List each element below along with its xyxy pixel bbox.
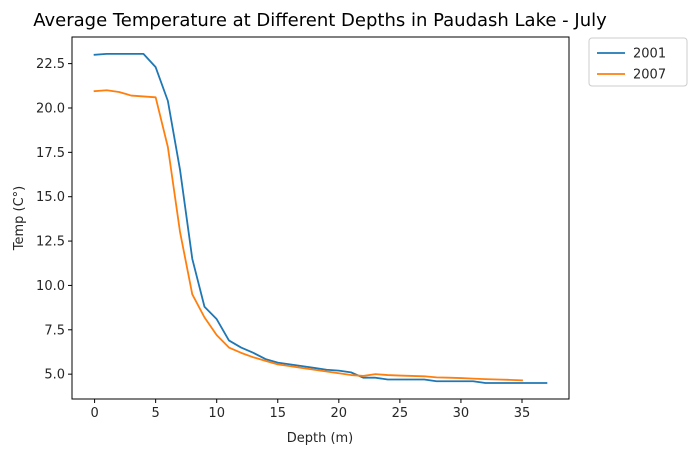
x-tick-label: 10: [208, 406, 225, 421]
x-tick-label: 30: [453, 406, 470, 421]
y-tick-label: 5.0: [44, 368, 65, 383]
x-axis-label: Depth (m): [287, 431, 354, 446]
legend: 2001 2007: [588, 37, 688, 87]
x-tick-label: 0: [90, 406, 98, 421]
plot-area: [71, 36, 570, 400]
x-tick-label: 25: [392, 406, 409, 421]
legend-label: 2001: [633, 47, 666, 62]
x-tick-label: 20: [331, 406, 348, 421]
y-tick-label: 22.5: [36, 57, 65, 72]
y-axis: 5.0 7.5 10.0 12.5 15.0 17.5 20.0 22.5: [36, 57, 72, 383]
x-tick-label: 5: [152, 406, 160, 421]
series-lines: [93, 52, 548, 384]
series-line-2001: [93, 52, 548, 384]
chart-title: Average Temperature at Different Depths …: [33, 10, 607, 31]
y-tick-label: 12.5: [36, 235, 65, 250]
y-tick-label: 20.0: [36, 101, 65, 116]
x-tick-label: 15: [269, 406, 286, 421]
y-tick-label: 7.5: [44, 323, 65, 338]
x-axis: 0 5 10 15 20 25 30 35: [90, 399, 530, 421]
x-tick-label: 35: [514, 406, 531, 421]
y-tick-label: 15.0: [36, 190, 65, 205]
y-axis-label: Temp (C°): [12, 186, 27, 252]
plot-frame: [71, 36, 570, 400]
y-tick-label: 10.0: [36, 279, 65, 294]
legend-label: 2007: [633, 68, 666, 83]
series-line-2007: [93, 89, 523, 382]
y-tick-label: 17.5: [36, 146, 65, 161]
